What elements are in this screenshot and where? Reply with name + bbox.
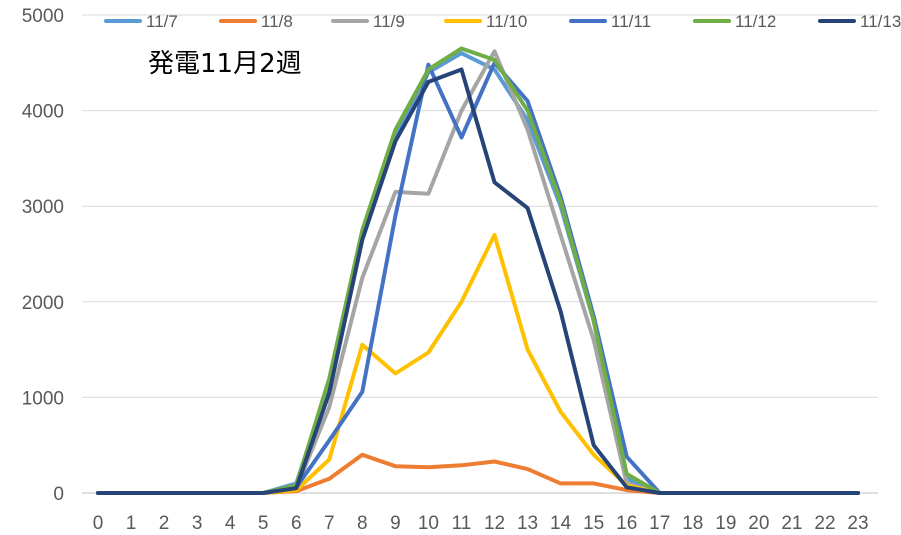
x-tick-label: 17 xyxy=(649,513,670,534)
legend-label: 11/13 xyxy=(860,12,901,31)
x-tick-label: 7 xyxy=(324,513,335,534)
x-tick-label: 23 xyxy=(847,513,868,534)
y-tick-label: 0 xyxy=(53,484,64,505)
x-tick-label: 21 xyxy=(781,513,802,534)
y-tick-label: 2000 xyxy=(22,293,64,314)
x-tick-label: 18 xyxy=(682,513,703,534)
x-tick-label: 1 xyxy=(126,513,137,534)
legend-label: 11/10 xyxy=(486,12,527,31)
series-line-11-8 xyxy=(96,452,860,495)
legend-label: 11/9 xyxy=(373,12,405,31)
x-tick-label: 15 xyxy=(583,513,604,534)
x-tick-label: 13 xyxy=(517,513,538,534)
y-axis-ticks: 0 1000 2000 3000 4000 5000 xyxy=(22,6,64,505)
x-tick-label: 16 xyxy=(616,513,637,534)
x-tick-label: 22 xyxy=(814,513,835,534)
x-axis-ticks: 0 1 2 3 4 5 6 7 8 9 10 11 12 13 14 15 16 17 18 19 20 21 22 23 xyxy=(93,513,869,534)
x-tick-label: 4 xyxy=(225,513,236,534)
x-tick-label: 20 xyxy=(748,513,769,534)
x-tick-label: 0 xyxy=(93,513,104,534)
series-lines xyxy=(96,46,860,495)
x-tick-label: 9 xyxy=(390,513,401,534)
legend: 11/7 11/8 11/9 11/10 11/11 11/12 11/13 xyxy=(104,12,901,31)
x-tick-label: 12 xyxy=(484,513,505,534)
x-tick-label: 19 xyxy=(715,513,736,534)
y-tick-label: 5000 xyxy=(22,6,64,27)
y-tick-label: 4000 xyxy=(22,102,64,123)
x-tick-label: 10 xyxy=(418,513,439,534)
x-tick-label: 6 xyxy=(291,513,302,534)
x-tick-label: 3 xyxy=(192,513,203,534)
x-tick-label: 2 xyxy=(159,513,170,534)
x-tick-label: 8 xyxy=(357,513,368,534)
legend-label: 11/7 xyxy=(146,12,178,31)
series-line-11-10 xyxy=(96,232,860,495)
chart-title: 発電11月2週 xyxy=(148,49,302,79)
x-tick-label: 5 xyxy=(258,513,269,534)
x-tick-label: 14 xyxy=(550,513,572,534)
y-tick-label: 1000 xyxy=(22,388,64,409)
legend-label: 11/12 xyxy=(735,12,776,31)
legend-label: 11/11 xyxy=(611,12,651,31)
gridlines xyxy=(82,14,878,494)
y-tick-label: 3000 xyxy=(22,197,64,218)
x-tick-label: 11 xyxy=(452,513,472,534)
legend-label: 11/8 xyxy=(261,12,293,31)
series-line-11-13 xyxy=(96,67,860,495)
